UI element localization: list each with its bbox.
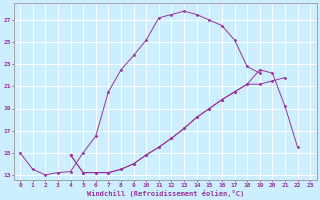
X-axis label: Windchill (Refroidissement éolien,°C): Windchill (Refroidissement éolien,°C) bbox=[86, 190, 244, 197]
